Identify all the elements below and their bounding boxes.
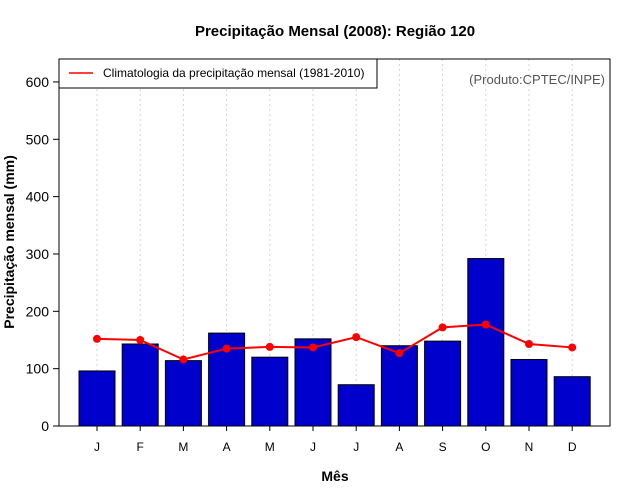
bar-7 — [337, 384, 375, 427]
x-tick-label-3: M — [178, 440, 188, 454]
climatology-point-5 — [265, 342, 274, 351]
x-tick-label-5: M — [265, 440, 275, 454]
y-tick-label-500: 500 — [26, 131, 50, 147]
bar-2 — [121, 343, 159, 427]
x-tick-label-4: A — [223, 440, 231, 454]
y-tick-label-600: 600 — [26, 74, 50, 90]
x-tick-label-1: J — [94, 440, 100, 454]
source-annotation: (Produto:CPTEC/INPE) — [469, 72, 605, 87]
y-tick-label-400: 400 — [26, 189, 50, 205]
climatology-point-9 — [438, 323, 447, 332]
climatology-point-2 — [136, 335, 145, 344]
climatology-point-4 — [222, 344, 231, 353]
bar-6 — [294, 338, 332, 427]
x-tick-label-10: O — [481, 440, 490, 454]
chart-title: Precipitação Mensal (2008): Região 120 — [195, 23, 475, 40]
y-axis-label: Precipitação mensal (mm) — [1, 155, 17, 329]
bar-12 — [553, 376, 591, 427]
legend: Climatologia da precipitação mensal (198… — [58, 58, 378, 89]
bar-11 — [510, 358, 548, 427]
climatology-polyline — [96, 323, 573, 361]
climatology-point-12 — [568, 343, 577, 352]
legend-entry-climatology: Climatologia da precipitação mensal (198… — [103, 66, 364, 80]
x-tick-label-9: S — [439, 440, 447, 454]
y-tick-label-200: 200 — [26, 303, 50, 319]
climatology-point-1 — [93, 334, 101, 343]
x-tick-label-2: F — [137, 440, 144, 454]
climatology-point-10 — [481, 320, 490, 329]
x-axis-label: Mês — [321, 468, 348, 484]
bar-5 — [251, 356, 289, 427]
x-tick-label-7: J — [353, 440, 359, 454]
bar-9 — [424, 340, 462, 427]
x-tick-label-6: J — [310, 440, 316, 454]
bar-10 — [467, 258, 505, 427]
y-axis: 0 100 200 300 400 500 600 — [26, 74, 59, 434]
climatology-point-3 — [179, 355, 188, 364]
bar-1 — [78, 370, 116, 427]
climatology-point-11 — [525, 339, 533, 348]
climatology-point-7 — [352, 333, 361, 342]
bar-8 — [380, 345, 418, 427]
bars — [78, 258, 591, 427]
y-tick-label-300: 300 — [26, 246, 50, 262]
climatology-point-8 — [395, 349, 404, 358]
climatology-line — [93, 320, 577, 364]
bar-3 — [164, 360, 202, 427]
climatology-point-6 — [309, 343, 317, 352]
x-tick-label-11: N — [525, 440, 534, 454]
y-tick-label-100: 100 — [26, 361, 50, 377]
y-tick-label-0: 0 — [41, 418, 49, 434]
x-tick-label-12: D — [568, 440, 577, 454]
x-tick-label-8: A — [395, 440, 403, 454]
legend-box — [58, 58, 378, 89]
